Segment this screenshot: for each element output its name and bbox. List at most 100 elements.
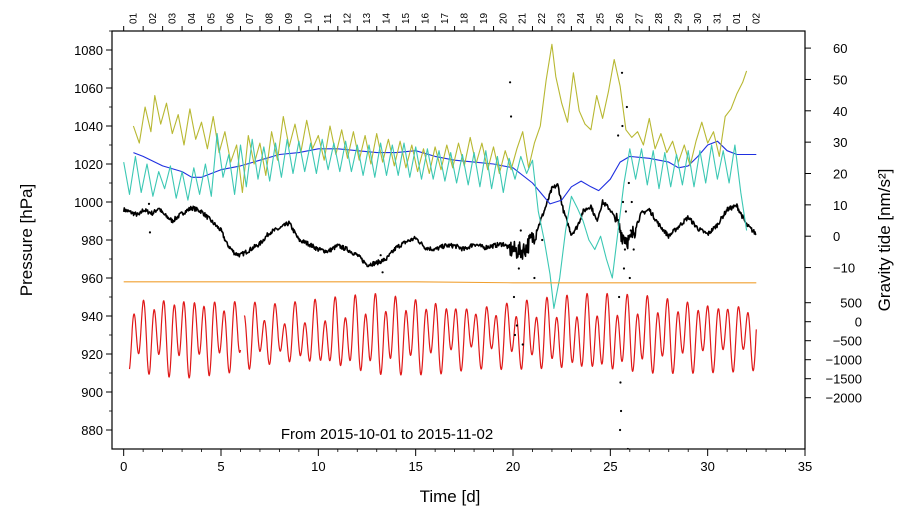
y-right-lower-tick-label: −500 [833, 334, 862, 349]
y-right-lower-tick-label: −1000 [825, 353, 862, 368]
x-tick-label: 35 [798, 459, 812, 474]
x-tick-label: 0 [120, 459, 127, 474]
day-label: 02 [148, 12, 159, 24]
spike-point [541, 238, 544, 242]
spike-point [623, 248, 627, 251]
x-tick-label: 30 [700, 459, 714, 474]
day-label: 17 [440, 12, 451, 24]
y-left-tick-label: 980 [81, 233, 103, 248]
y-left-tick-label: 1080 [74, 43, 103, 58]
y-right-upper-tick-label: 0 [833, 229, 840, 244]
y-left-tick-label: 900 [81, 385, 103, 400]
day-label: 31 [712, 12, 723, 24]
day-label: 09 [284, 12, 295, 24]
day-label: 05 [206, 12, 217, 24]
day-label: 21 [518, 12, 529, 24]
y-right-lower-tick-label: −2000 [825, 391, 862, 406]
spike-point [627, 181, 630, 185]
day-label: 14 [381, 12, 392, 24]
orange-reference-line [123, 281, 757, 284]
day-label: 01 [128, 12, 139, 24]
y-axis-left-title: Pressure [hPa] [17, 184, 36, 296]
day-label: 08 [265, 12, 276, 24]
day-label: 28 [654, 12, 665, 24]
day-label: 27 [635, 12, 646, 24]
x-tick-label: 5 [217, 459, 224, 474]
spike-point [629, 229, 632, 232]
y-left-tick-label: 1020 [74, 157, 103, 172]
y-left-tick-label: 940 [81, 309, 103, 324]
day-label: 12 [343, 12, 354, 24]
day-label: 11 [323, 13, 334, 24]
spike-point [632, 248, 635, 251]
spike-point [624, 210, 628, 213]
y-right-upper-tick-label: −10 [833, 261, 855, 276]
y-right-upper-tick-label: 50 [833, 72, 847, 87]
spike-point [513, 333, 517, 337]
day-label: 25 [596, 12, 607, 24]
y-left-tick-label: 920 [81, 347, 103, 362]
day-label: 26 [615, 12, 626, 24]
day-label: 30 [693, 12, 704, 24]
spike-point [147, 202, 151, 205]
y-right-upper-tick-label: 40 [833, 104, 847, 119]
y-left-tick-label: 1000 [74, 195, 103, 210]
day-label: 10 [304, 12, 315, 24]
spike-point [523, 248, 526, 251]
day-label: 04 [187, 12, 198, 24]
x-tick-label: 20 [506, 459, 520, 474]
y-left-tick-label: 1060 [74, 81, 103, 96]
red-gravity-tide-line [243, 292, 757, 376]
spike-point [621, 124, 624, 128]
day-label: 06 [226, 12, 237, 24]
y-left-tick-label: 960 [81, 271, 103, 286]
day-label: 18 [459, 12, 470, 24]
cyan-gravity-residual-line [123, 133, 748, 309]
y-left-tick-label: 880 [81, 423, 103, 438]
y-axis-right-title: Gravity tide [nm/s²] [875, 169, 894, 312]
spike-point [621, 200, 625, 204]
x-tick-label: 25 [603, 459, 617, 474]
spike-point [619, 409, 623, 413]
spike-point [148, 231, 152, 234]
spike-point [625, 105, 628, 109]
series-layer [122, 43, 757, 449]
spike-point [617, 134, 620, 137]
spike-point [628, 276, 631, 280]
spike-point [622, 267, 626, 270]
day-label: 19 [479, 12, 490, 24]
x-tick-label: 15 [408, 459, 422, 474]
y-right-upper-tick-label: 30 [833, 135, 847, 150]
spike-point [512, 295, 516, 299]
red-gravity-tide-line [128, 299, 242, 379]
spike-point [515, 324, 518, 327]
blue-pressure-line [133, 140, 757, 205]
y-left-tick-label: 1040 [74, 119, 103, 134]
day-label: 15 [401, 12, 412, 24]
black-pressure-line [122, 183, 757, 268]
x-tick-label: 10 [311, 459, 325, 474]
spike-point [617, 295, 621, 299]
y-right-upper-tick-label: 10 [833, 198, 847, 213]
x-axis-title: Time [d] [420, 487, 481, 506]
spike-point [379, 254, 382, 257]
y-right-lower-tick-label: 500 [840, 296, 862, 311]
day-label: 24 [576, 12, 587, 24]
day-label: 02 [751, 12, 762, 24]
spike-point [381, 271, 384, 274]
spike-point [517, 267, 520, 270]
spike-point [619, 381, 622, 384]
y-right-upper-tick-label: 20 [833, 167, 847, 182]
day-label: 03 [167, 12, 178, 24]
day-label: 07 [245, 12, 256, 24]
y-right-upper-tick-label: 60 [833, 41, 847, 56]
chart-caption: From 2015-10-01 to 2015-11-02 [281, 426, 493, 443]
y-right-lower-tick-label: 0 [855, 315, 862, 330]
day-label: 13 [362, 12, 373, 24]
spike-point [509, 115, 513, 118]
y-right-lower-tick-label: −1500 [825, 372, 862, 387]
day-label: 20 [498, 12, 509, 24]
